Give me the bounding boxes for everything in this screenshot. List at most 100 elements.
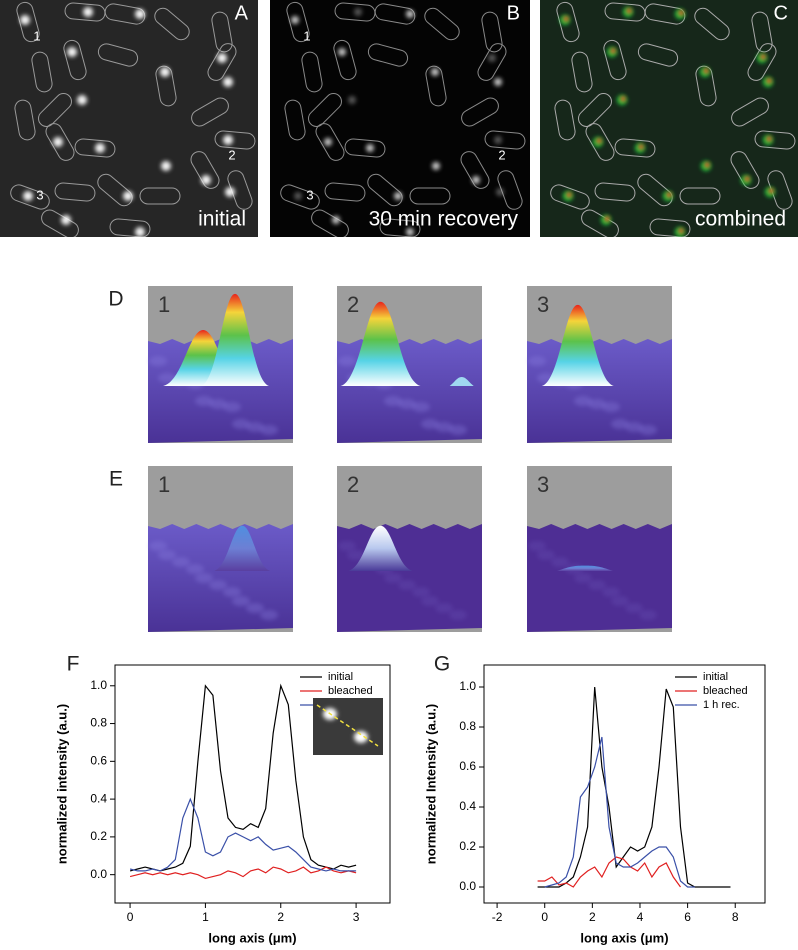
cell-outline bbox=[585, 123, 615, 161]
cell-outline bbox=[409, 187, 451, 205]
cell-outline bbox=[191, 97, 229, 127]
panel-letter: F bbox=[67, 653, 80, 676]
cell-outline bbox=[16, 1, 40, 43]
x-axis-label: long axis (μm) bbox=[580, 930, 668, 945]
cell-outline bbox=[649, 218, 691, 237]
panel-letter: A bbox=[235, 2, 249, 24]
cell-outline bbox=[109, 218, 151, 237]
micrograph bbox=[270, 0, 530, 237]
surface-texture bbox=[384, 573, 402, 583]
fluorescent-spot bbox=[223, 135, 233, 145]
x-tick-label: 3 bbox=[353, 910, 360, 924]
y-tick-label: 1.0 bbox=[90, 678, 107, 692]
cell-outline bbox=[571, 51, 593, 93]
fluorescent-spot bbox=[604, 216, 610, 222]
surface-peak bbox=[214, 525, 271, 571]
surface-texture bbox=[639, 425, 657, 435]
fluorescent-spot bbox=[432, 162, 440, 170]
x-tick-label: 8 bbox=[732, 910, 739, 924]
surface-texture bbox=[338, 356, 356, 366]
fluorescent-spot bbox=[563, 16, 569, 22]
surface-texture bbox=[260, 425, 278, 435]
legend-label: bleached bbox=[703, 685, 748, 697]
x-tick-label: 6 bbox=[684, 910, 691, 924]
surface-texture bbox=[384, 396, 402, 406]
cell-outline bbox=[74, 138, 116, 158]
cell-outline bbox=[424, 7, 460, 41]
micrograph bbox=[0, 0, 258, 237]
micrograph bbox=[540, 0, 798, 237]
x-tick-label: 2 bbox=[589, 910, 596, 924]
fluorescent-spot bbox=[348, 96, 356, 104]
surface-texture bbox=[602, 402, 620, 412]
data-line bbox=[537, 856, 681, 888]
surface-texture bbox=[412, 587, 430, 597]
cell-outline bbox=[207, 43, 237, 81]
fluorescent-spot bbox=[472, 176, 480, 184]
cell-outline bbox=[63, 39, 87, 81]
fluorescent-spot bbox=[488, 54, 496, 62]
cell-outline bbox=[190, 151, 220, 189]
y-axis-label: normalized intensity (a.u.) bbox=[54, 704, 69, 864]
cell-outline bbox=[367, 173, 403, 207]
fluorescent-spot bbox=[610, 48, 616, 54]
fluorescent-spot bbox=[83, 7, 93, 17]
cell-label: 3 bbox=[306, 187, 313, 202]
legend-label: initial bbox=[703, 671, 728, 683]
inset-profile-line bbox=[316, 704, 379, 747]
fluorescent-spot bbox=[223, 77, 233, 87]
cell-outline bbox=[10, 184, 50, 210]
surface-texture bbox=[551, 557, 569, 567]
plot-number: 1 bbox=[158, 472, 170, 497]
data-line bbox=[544, 736, 695, 888]
surface-peak bbox=[557, 565, 613, 571]
fluorescent-spot bbox=[61, 215, 71, 225]
fluorescent-spot bbox=[332, 216, 340, 224]
cell-outline bbox=[550, 184, 590, 210]
fluorescent-spot bbox=[53, 137, 63, 147]
cell-outline bbox=[578, 93, 612, 127]
surface-texture bbox=[625, 603, 643, 613]
y-tick-label: 0.4 bbox=[459, 799, 476, 813]
fluorescent-spot bbox=[431, 68, 439, 76]
panel-caption: combined bbox=[695, 208, 786, 231]
surface-texture bbox=[223, 402, 241, 412]
surface-texture bbox=[158, 550, 176, 560]
cell-outline bbox=[284, 99, 306, 141]
cell-outline bbox=[603, 39, 627, 81]
surface-peak bbox=[348, 525, 413, 571]
data-line bbox=[129, 683, 357, 872]
surface-peak bbox=[340, 301, 421, 386]
surface-texture bbox=[149, 541, 167, 551]
surface-texture bbox=[574, 573, 592, 583]
surface-texture bbox=[611, 596, 629, 606]
cell-outline bbox=[139, 187, 181, 205]
surface-texture bbox=[611, 419, 629, 429]
cell-outline bbox=[751, 11, 773, 53]
cell-outline bbox=[644, 3, 686, 25]
fluorescent-spot bbox=[666, 192, 672, 198]
cell-outline bbox=[556, 1, 580, 43]
y-tick-label: 0.2 bbox=[459, 839, 476, 853]
y-tick-label: 0.4 bbox=[90, 791, 107, 805]
fluorescent-spot bbox=[406, 10, 414, 18]
surface-texture bbox=[232, 419, 250, 429]
surface-texture bbox=[625, 422, 643, 432]
fluorescent-spot bbox=[354, 8, 362, 16]
fluorescent-spot bbox=[620, 96, 626, 102]
cell-outline bbox=[637, 43, 679, 67]
charts: F 0 1 2 3 0.0 0.2 0.4 0.6 0.8 1.0 long axis (μm) nor… bbox=[54, 653, 766, 945]
data-line bbox=[129, 797, 357, 872]
inset-image bbox=[313, 698, 383, 755]
fluorescent-spot bbox=[766, 136, 772, 142]
fluorescent-spot bbox=[338, 48, 346, 56]
cell-outline bbox=[374, 3, 416, 25]
cell-outline bbox=[104, 3, 146, 25]
plot-number: 2 bbox=[347, 472, 359, 497]
fluorescent-spot bbox=[494, 78, 502, 86]
cell-outline bbox=[461, 97, 499, 127]
cell-outline bbox=[484, 130, 526, 150]
fluorescent-spot bbox=[161, 161, 171, 171]
surface-texture bbox=[158, 373, 176, 383]
fluorescent-spot bbox=[494, 136, 502, 144]
